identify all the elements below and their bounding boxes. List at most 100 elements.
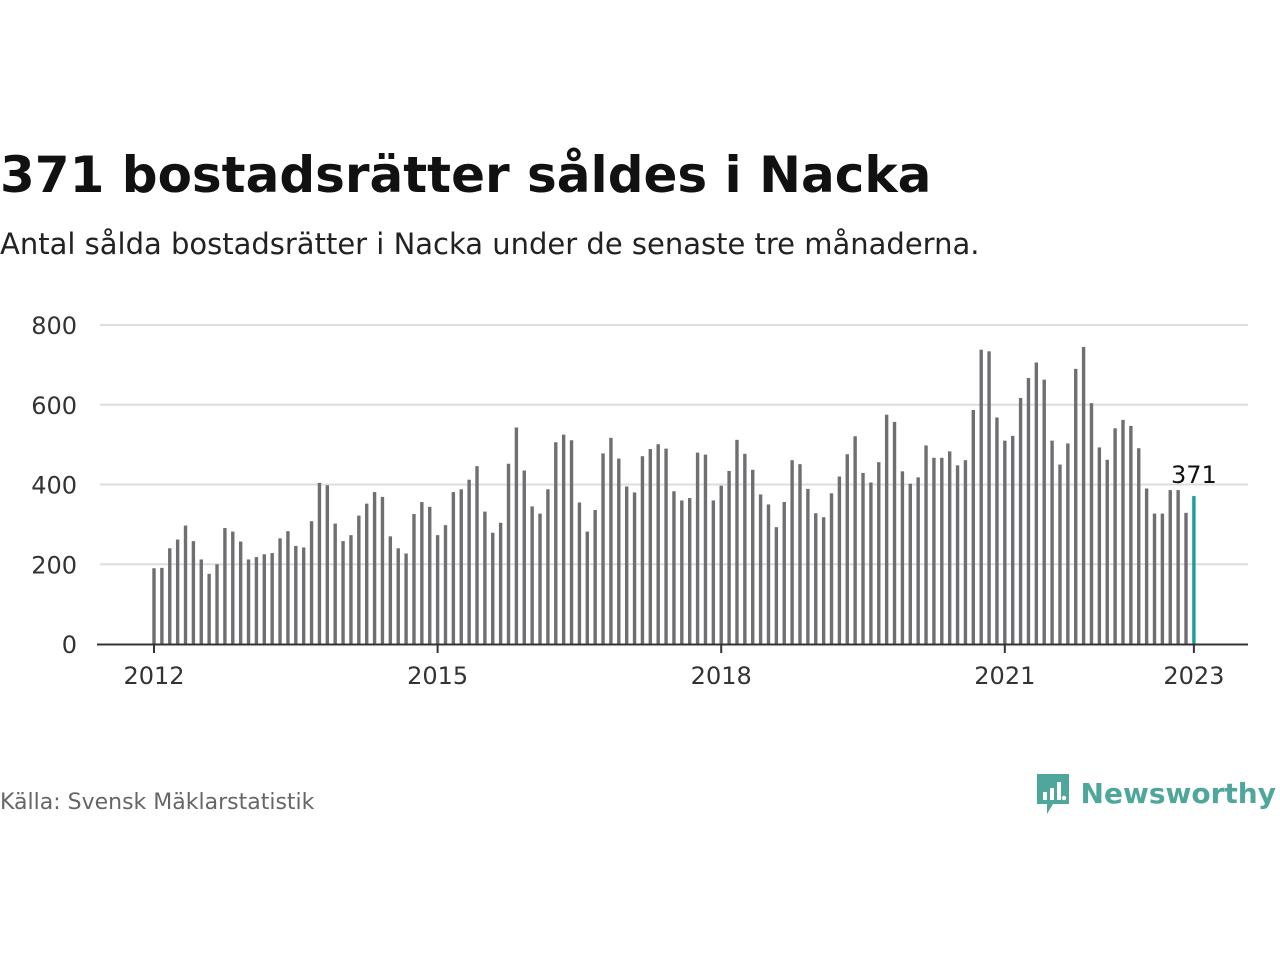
bar: [278, 538, 282, 644]
bar: [498, 522, 503, 644]
y-tick-label: 600: [31, 392, 77, 420]
bar: [238, 541, 243, 644]
bar: [1050, 440, 1054, 644]
bar: [1168, 490, 1172, 644]
bar: [1089, 403, 1094, 644]
bar: [475, 466, 479, 644]
bar: [160, 567, 164, 644]
bar: [751, 469, 755, 644]
bar: [223, 527, 227, 644]
bar: [309, 521, 314, 644]
bar: [924, 445, 928, 644]
bar: [672, 491, 676, 644]
bar: [1034, 362, 1039, 644]
bar: [1026, 378, 1031, 644]
bar: [837, 476, 842, 644]
bar: [435, 535, 440, 644]
bar: [1176, 490, 1180, 644]
bar: [1081, 346, 1086, 644]
bar: [388, 536, 393, 644]
bar: [711, 500, 716, 644]
bar: [664, 448, 668, 644]
bar: [916, 477, 920, 644]
bar: [1129, 425, 1133, 644]
bar: [806, 488, 810, 644]
bar: [774, 527, 779, 644]
bar: [829, 493, 834, 644]
bar: [207, 573, 211, 644]
bar: [294, 545, 298, 644]
y-tick-label: 0: [62, 631, 77, 659]
bar: [554, 442, 558, 644]
bar: [727, 470, 731, 644]
bar: [317, 482, 322, 644]
bar: [1160, 513, 1165, 644]
bar: [877, 462, 881, 644]
bar: [396, 548, 400, 644]
bar: [522, 470, 526, 644]
logo-text: Newsworthy: [1080, 777, 1276, 810]
bar: [168, 548, 172, 644]
bar: [695, 452, 700, 644]
bar: [814, 513, 818, 644]
bar: [428, 506, 432, 644]
bar: [341, 541, 345, 644]
bar: [640, 456, 645, 644]
bar: [932, 457, 936, 644]
bar: [680, 500, 684, 644]
bar: [152, 568, 156, 644]
bar: [569, 440, 574, 644]
bar: [892, 421, 897, 644]
bar: [333, 523, 337, 644]
bar: [585, 531, 589, 644]
bar: [561, 434, 566, 644]
bar: [1003, 440, 1007, 644]
bar: [459, 489, 463, 644]
source-note: Källa: Svensk Mäklarstatistik: [0, 790, 315, 815]
bar: [1121, 419, 1125, 644]
bar: [1018, 397, 1023, 644]
bar: [743, 453, 747, 644]
y-tick-label: 200: [31, 551, 77, 579]
bar: [593, 510, 597, 644]
bar: [286, 531, 290, 644]
bar: [703, 454, 708, 644]
last-value-label: 371: [1171, 461, 1217, 489]
bar: [1097, 447, 1102, 644]
x-tick-label: 2021: [974, 662, 1035, 690]
bar: [963, 460, 968, 644]
bar: [940, 457, 944, 644]
bar: [538, 513, 542, 644]
bar: [656, 444, 660, 644]
bar: [491, 532, 495, 644]
x-tick-label: 2012: [123, 662, 184, 690]
bar: [908, 483, 912, 644]
bar: [530, 506, 534, 644]
bar: [1144, 488, 1149, 644]
bar: [1105, 459, 1109, 644]
bar: [357, 515, 361, 644]
bar: [798, 464, 802, 644]
bar: [451, 492, 456, 644]
bar: [624, 486, 629, 644]
bar: [648, 449, 653, 644]
bar: [325, 485, 330, 644]
bar: [853, 436, 857, 644]
bar: [884, 414, 889, 644]
bar: [758, 494, 763, 644]
bar: [632, 492, 637, 644]
chart-subtitle: Antal sålda bostadsrätter i Nacka under …: [0, 227, 980, 261]
x-tick-label: 2018: [691, 662, 752, 690]
bar: [380, 496, 385, 644]
bar: [735, 439, 739, 644]
bar: [987, 351, 991, 644]
bar: [1042, 379, 1046, 644]
bar: [719, 485, 723, 644]
bar: [467, 479, 471, 644]
bar: [979, 349, 983, 644]
x-axis-ticks: 2012 2015 2018 2021 2023: [123, 644, 1224, 690]
bar: [845, 454, 849, 644]
bar: [183, 525, 188, 644]
y-axis-tick-labels: 0 200 400 600 800: [31, 312, 77, 659]
